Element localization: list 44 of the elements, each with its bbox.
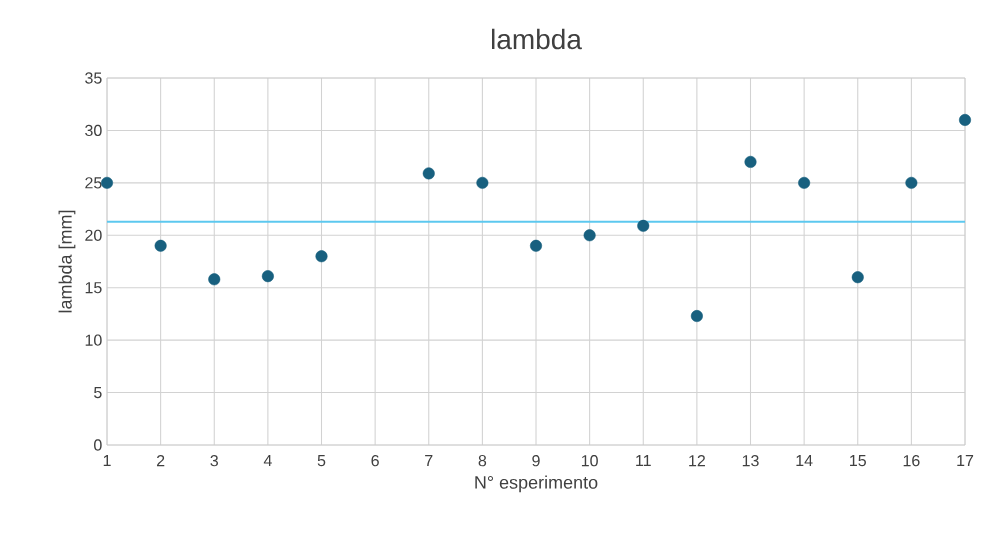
x-tick-label: 13	[742, 455, 759, 467]
y-tick-label: 15	[85, 282, 102, 294]
point	[422, 167, 435, 180]
point	[851, 271, 864, 284]
y-tick-label: 0	[94, 439, 102, 451]
x-tick-label: 2	[156, 455, 165, 467]
x-tick-label: 14	[796, 455, 813, 467]
point	[261, 270, 274, 283]
y-axis-title: lambda [mm]	[58, 210, 76, 313]
x-tick-label: 3	[210, 455, 219, 467]
x-tick-label: 1	[103, 455, 111, 467]
y-tick-label: 30	[85, 124, 102, 137]
y-tick-label: 10	[85, 334, 102, 346]
x-tick-label: 15	[850, 455, 866, 467]
point	[905, 176, 918, 189]
point	[208, 273, 221, 286]
x-tick-label: 4	[263, 455, 272, 467]
x-tick-label: 16	[903, 455, 920, 467]
point	[744, 155, 757, 168]
x-tick-label: 8	[478, 455, 487, 467]
y-tick-label: 20	[85, 229, 102, 241]
y-tick-label: 5	[94, 387, 102, 399]
point	[690, 310, 703, 323]
point	[798, 176, 811, 189]
x-tick-label: 11	[636, 455, 651, 467]
x-tick-label: 17	[957, 455, 974, 467]
x-tick-label: 10	[581, 455, 598, 467]
point	[315, 250, 328, 263]
y-tick-label: 35	[85, 72, 102, 84]
point	[637, 219, 650, 232]
x-tick-label: 7	[425, 455, 433, 467]
x-tick-label: 9	[532, 455, 540, 467]
point	[476, 176, 489, 189]
x-axis-title: N° esperimento	[475, 475, 598, 493]
x-tick-label: 12	[689, 455, 705, 467]
x-tick-label: 5	[317, 455, 326, 467]
y-tick-label: 25	[85, 177, 102, 189]
point	[530, 239, 543, 252]
point	[101, 176, 114, 189]
point	[154, 239, 167, 252]
chart-title: lambda	[491, 28, 582, 50]
point	[959, 113, 972, 126]
point	[583, 229, 596, 242]
x-tick-label: 6	[371, 455, 379, 467]
